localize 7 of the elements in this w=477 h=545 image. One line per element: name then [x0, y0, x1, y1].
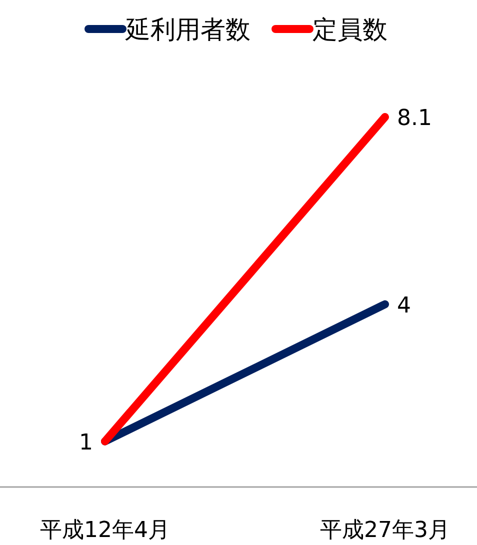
- x-tick-label: 平成27年3月: [320, 518, 450, 543]
- legend-label: 定員数: [312, 15, 388, 44]
- data-label: 4: [397, 293, 411, 318]
- data-label: 1: [79, 430, 93, 456]
- x-tick-label: 平成12年4月: [40, 518, 170, 543]
- legend-label: 延利用者数: [124, 15, 250, 44]
- data-label: 8.1: [397, 106, 432, 131]
